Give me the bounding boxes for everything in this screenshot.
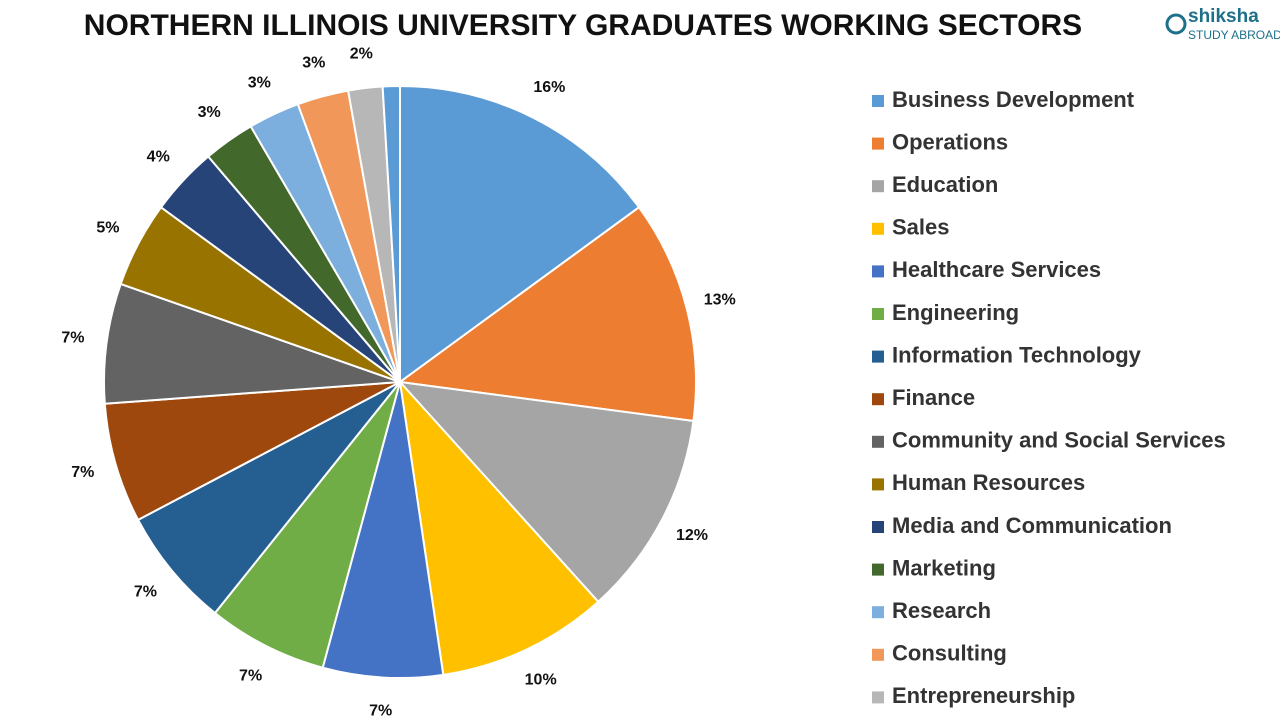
legend-swatch <box>872 435 884 448</box>
legend-label: Education <box>892 172 998 197</box>
legend-swatch <box>872 137 884 150</box>
legend-swatch <box>872 222 884 235</box>
legend-label: Information Technology <box>892 342 1142 367</box>
legend-swatch <box>872 478 884 491</box>
data-label: 5% <box>96 220 119 237</box>
legend-swatch <box>872 648 884 661</box>
data-label: 7% <box>61 330 84 347</box>
data-label: 7% <box>369 703 392 720</box>
data-label: 2% <box>350 45 373 62</box>
pie-slice <box>103 282 401 405</box>
logo-icon <box>1165 13 1187 35</box>
legend-swatch <box>872 265 884 278</box>
legend-label: Consulting <box>892 641 1007 666</box>
data-label: 4% <box>147 149 170 166</box>
legend-swatch <box>872 180 884 193</box>
pie-slice <box>136 381 401 615</box>
data-label: 7% <box>239 667 262 684</box>
pie-slice <box>399 84 641 384</box>
legend-label: Entrepreneurship <box>892 683 1075 708</box>
data-label: 16% <box>533 79 565 96</box>
legend-label: Community and Social Services <box>892 428 1226 453</box>
data-label: 3% <box>198 104 221 121</box>
legend-label: Finance <box>892 385 975 410</box>
pie-slice <box>321 381 445 679</box>
legend-label: Sales <box>892 215 950 240</box>
pie-slice <box>398 378 600 676</box>
legend-label: Operations <box>892 129 1008 154</box>
logo-tagline: STUDY ABROAD <box>1188 28 1280 42</box>
legend-swatch <box>872 521 884 533</box>
legend-label: Research <box>892 598 991 623</box>
logo-name: shiksha <box>1188 6 1259 27</box>
legend-label: Human Resources <box>892 470 1085 495</box>
pie-slice <box>397 380 695 604</box>
legend-label: Media and Communication <box>892 513 1172 538</box>
legend-label: Engineering <box>892 300 1019 325</box>
data-label: 7% <box>134 583 157 600</box>
legend-swatch <box>872 95 884 107</box>
data-label: 3% <box>302 55 325 72</box>
data-label: 13% <box>704 292 736 309</box>
data-label: 10% <box>525 672 557 689</box>
legend-label: Business Development <box>892 87 1135 112</box>
legend-swatch <box>872 350 884 363</box>
legend-swatch <box>872 308 884 320</box>
pie-slice <box>397 205 697 423</box>
legend-label: Marketing <box>892 555 996 580</box>
legend-swatch <box>872 691 884 704</box>
legend-label: Healthcare Services <box>892 257 1101 282</box>
data-label: 12% <box>676 527 708 544</box>
pie-slice <box>381 84 401 383</box>
legend-swatch <box>872 606 884 619</box>
pie-slice <box>103 381 401 522</box>
data-label: 7% <box>71 464 94 481</box>
pie-slice <box>213 381 401 669</box>
chart-title: NORTHERN ILLINOIS UNIVERSITY GRADUATES W… <box>84 9 1082 42</box>
data-label: 3% <box>248 75 271 92</box>
legend-swatch <box>872 563 884 576</box>
legend-swatch <box>872 393 884 406</box>
logo: shiksha STUDY ABROAD <box>1165 6 1280 42</box>
